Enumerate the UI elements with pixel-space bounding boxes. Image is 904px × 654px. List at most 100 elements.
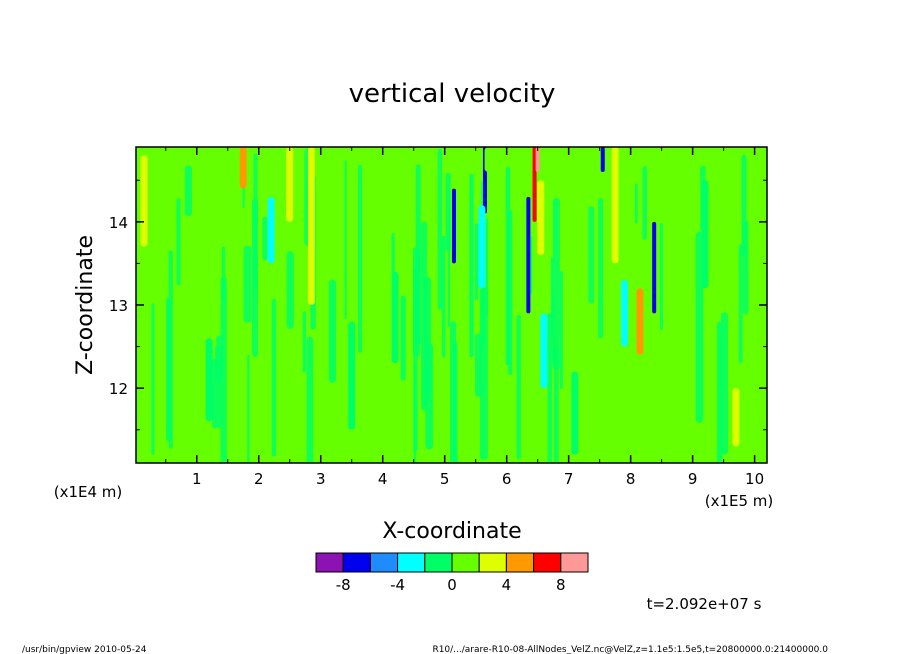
field-streak (547, 313, 552, 463)
field-streak (479, 287, 488, 461)
colorbar-swatch (533, 552, 562, 573)
field-feature (140, 155, 148, 247)
field-streak (469, 173, 474, 358)
colorbar-swatch (397, 552, 426, 573)
field-streak (247, 354, 250, 463)
chart-title: vertical velocity (349, 79, 556, 109)
field-feature (537, 180, 545, 256)
field-feature (620, 280, 628, 347)
field-feature (478, 205, 486, 289)
field-streak (252, 198, 258, 357)
x-tick-label: 9 (688, 470, 698, 488)
x-axis-ticks: 1 2 3 4 5 6 7 8 9 10 (165, 147, 764, 488)
footer-right: R10/.../arare-R10-08-AllNodes_VelZ.nc@Ve… (432, 645, 828, 654)
colorbar-swatch (451, 552, 480, 573)
field-feature (611, 147, 619, 264)
field-feature (267, 196, 275, 264)
x-axis-unit: (x1E5 m) (705, 492, 774, 510)
field-layer (140, 147, 749, 463)
field-feature (636, 288, 644, 355)
colorbar-swatch (369, 552, 399, 573)
x-tick-label: 6 (502, 470, 512, 488)
field-streak (659, 223, 663, 330)
x-tick-label: 1 (192, 470, 202, 488)
field-feature (391, 271, 399, 364)
field-streak (357, 164, 363, 353)
field-streak (344, 160, 347, 320)
field-streak (168, 250, 173, 449)
field-streak (413, 362, 417, 463)
field-feature (732, 388, 740, 447)
colorbar-tick-label: -8 (336, 576, 351, 594)
x-axis-label: X-coordinate (382, 519, 521, 544)
colorbar-swatch (342, 552, 371, 573)
field-streak (452, 342, 458, 463)
colorbar-tick-label: -4 (390, 576, 405, 594)
field-streak (271, 298, 277, 457)
field-streak (306, 336, 314, 463)
y-tick-label: 14 (109, 214, 128, 232)
x-tick-label: 3 (316, 470, 326, 488)
x-tick-label: 7 (564, 470, 574, 488)
field-feature (484, 147, 492, 172)
field-feature (600, 147, 605, 172)
field-streak (391, 233, 395, 279)
field-streak (328, 279, 337, 383)
field-streak (551, 296, 555, 364)
field-streak (553, 347, 559, 463)
field-streak (695, 231, 704, 423)
field-feature (348, 321, 356, 430)
y-axis-label: Z-coordinate (73, 235, 98, 375)
colorbar-swatch (478, 552, 507, 573)
colorbar-swatch (424, 552, 453, 573)
field-streak (184, 165, 192, 217)
x-tick-label: 2 (254, 470, 264, 488)
colorbar-swatch (560, 552, 589, 573)
y-tick-label: 12 (109, 380, 128, 398)
field-streak (560, 270, 563, 389)
colorbar-tick-label: 0 (447, 576, 457, 594)
field-streak (400, 295, 406, 381)
field-streak (151, 303, 155, 456)
colorbar-tick-label: 4 (502, 576, 512, 594)
field-streak (588, 206, 595, 304)
field-feature (526, 196, 531, 314)
x-tick-label: 4 (378, 470, 388, 488)
colorbar: -8 -4 0 4 8 (315, 552, 589, 594)
colorbar-tick-label: 8 (556, 576, 566, 594)
field-streak (505, 166, 511, 366)
y-axis-ticks: 12 13 14 (109, 179, 767, 431)
x-tick-label: 10 (745, 470, 764, 488)
field-streak (262, 216, 268, 261)
field-streak (716, 321, 723, 463)
field-feature (571, 371, 579, 455)
field-streak (720, 312, 729, 455)
field-feature (307, 147, 315, 305)
time-label: t=2.092e+07 s (647, 595, 762, 613)
field-streak (286, 251, 294, 329)
x-tick-label: 5 (440, 470, 450, 488)
field-streak (516, 314, 521, 460)
field-streak (423, 346, 430, 403)
field-streak (441, 235, 446, 358)
field-streak (437, 148, 443, 310)
field-streak (642, 166, 647, 240)
field-feature (451, 188, 456, 264)
field-feature (652, 221, 657, 314)
y-axis-unit: (x1E4 m) (54, 483, 123, 501)
field-streak (447, 208, 451, 327)
y-tick-label: 13 (109, 297, 128, 315)
field-streak (243, 245, 252, 323)
field-streak (742, 220, 749, 315)
field-feature (535, 147, 540, 172)
field-streak (220, 277, 227, 463)
colorbar-swatch (505, 552, 535, 573)
field-streak (176, 197, 181, 286)
field-feature (701, 180, 709, 289)
field-feature (540, 313, 548, 389)
x-tick-label: 8 (626, 470, 636, 488)
colorbar-swatch (315, 552, 344, 573)
field-feature (286, 147, 294, 222)
